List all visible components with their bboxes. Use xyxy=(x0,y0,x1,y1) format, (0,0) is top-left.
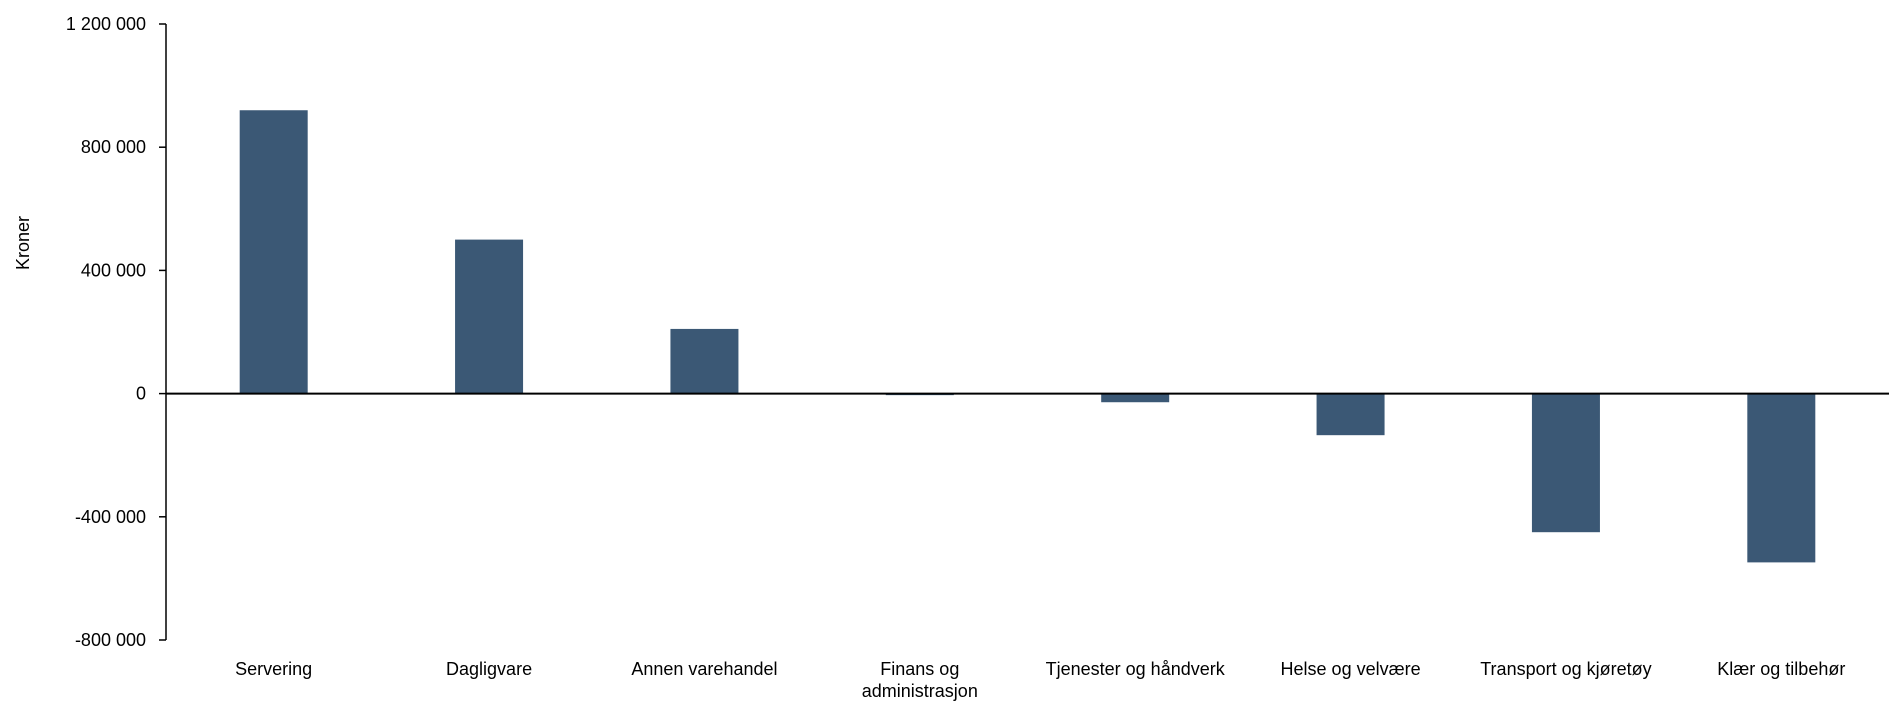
bar xyxy=(670,328,739,394)
y-axis-title: Kroner xyxy=(13,216,33,270)
x-tick-label: Transport og kjøretøy xyxy=(1480,659,1651,679)
bar xyxy=(1101,393,1170,403)
y-tick-label: -800 000 xyxy=(75,630,146,650)
x-tick-label: Helse og velvære xyxy=(1281,659,1421,679)
bar xyxy=(1531,393,1600,533)
x-tick-label: Dagligvare xyxy=(446,659,532,679)
bars xyxy=(239,110,1816,563)
y-axis-ticks: -800 000 -400 000 0 400 000 800 000 1 200 000 xyxy=(66,14,166,650)
y-tick-label: 800 000 xyxy=(81,137,146,157)
category-labels: Servering Dagligvare Annen varehandel Finan… xyxy=(235,659,1845,701)
axes xyxy=(165,24,1889,640)
bar xyxy=(239,110,308,394)
y-tick-label: 1 200 000 xyxy=(66,14,146,34)
x-tick-label: Tjenester og håndverk xyxy=(1046,659,1226,679)
x-tick-label: Klær og tilbehør xyxy=(1717,659,1845,679)
bar xyxy=(455,239,524,394)
bar xyxy=(1747,393,1816,563)
y-tick-label: 400 000 xyxy=(81,260,146,280)
y-tick-label: -400 000 xyxy=(75,507,146,527)
bar xyxy=(1316,393,1385,436)
y-tick-label: 0 xyxy=(136,384,146,404)
x-tick-label: Servering xyxy=(235,659,312,679)
x-tick-label: Annen varehandel xyxy=(631,659,777,679)
x-tick-label: Finans og administrasjon xyxy=(862,659,978,701)
